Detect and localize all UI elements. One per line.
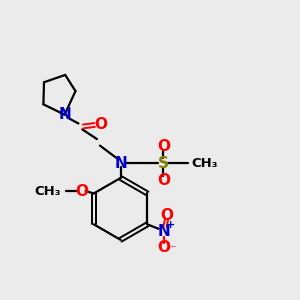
- Text: +: +: [165, 220, 175, 230]
- Text: O: O: [160, 208, 173, 223]
- Text: O: O: [75, 184, 88, 199]
- Text: O: O: [157, 240, 170, 255]
- Text: N: N: [58, 107, 71, 122]
- Text: CH₃: CH₃: [34, 184, 61, 198]
- Text: N: N: [114, 156, 127, 171]
- Text: O: O: [157, 173, 170, 188]
- Text: S: S: [158, 156, 169, 171]
- Text: N: N: [157, 224, 170, 239]
- Text: ·⁻: ·⁻: [167, 243, 177, 256]
- Text: O: O: [157, 139, 170, 154]
- Text: CH₃: CH₃: [191, 157, 218, 170]
- Text: O: O: [94, 118, 107, 133]
